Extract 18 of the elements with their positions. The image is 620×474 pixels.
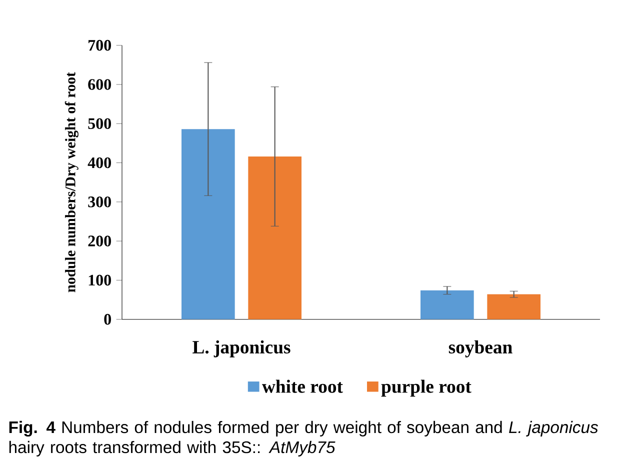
legend-label: purple root bbox=[381, 380, 472, 397]
y-tick-label: 200 bbox=[88, 236, 111, 246]
y-tick-label: 100 bbox=[88, 274, 111, 286]
x-tick-label: L. japonicus bbox=[192, 340, 290, 358]
y-tick-label: 400 bbox=[88, 157, 111, 168]
y-tick-label: 0 bbox=[104, 314, 111, 325]
bar bbox=[420, 290, 474, 320]
y-tick-label: 500 bbox=[88, 118, 111, 130]
bar bbox=[248, 156, 302, 320]
bar bbox=[182, 129, 235, 320]
x-tick-label: soybean bbox=[448, 340, 512, 358]
y-tick-label: 300 bbox=[88, 196, 111, 208]
y-axis-title: nodule numbers/Dry weight of root bbox=[64, 72, 78, 292]
bar bbox=[487, 294, 541, 320]
legend-label: white root bbox=[262, 380, 343, 393]
text: Fig. 4 Numbers of nodules formed per dry weight of soybean and L. japonicus hairy roots transformed with 35S:: AtMyb75 bbox=[9, 420, 598, 456]
y-tick-label: 700 bbox=[88, 40, 111, 51]
y-tick-label: 600 bbox=[88, 79, 111, 90]
